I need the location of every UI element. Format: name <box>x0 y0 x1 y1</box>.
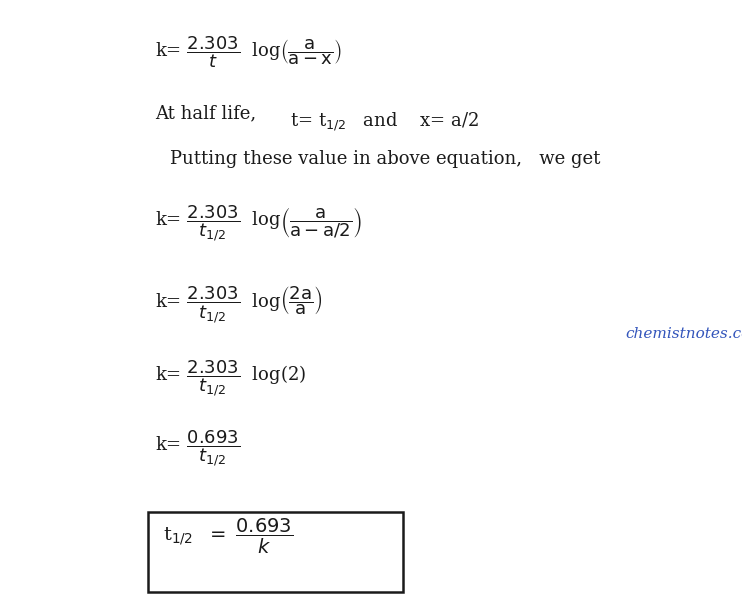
Text: k= $\dfrac{0.693}{t_{1/2}}$: k= $\dfrac{0.693}{t_{1/2}}$ <box>155 429 240 469</box>
Text: t$_{1/2}$  $=$ $\dfrac{0.693}{k}$: t$_{1/2}$ $=$ $\dfrac{0.693}{k}$ <box>163 517 293 556</box>
Bar <box>148 512 403 592</box>
Text: At half life,: At half life, <box>155 104 256 122</box>
Text: chemistnotes.com: chemistnotes.com <box>625 327 742 341</box>
Text: Putting these value in above equation,   we get: Putting these value in above equation, w… <box>170 150 600 168</box>
Text: k= $\dfrac{2.303}{t_{1/2}}$  log$\left(\dfrac{\mathrm{2a}}{\mathrm{a}}\right)$: k= $\dfrac{2.303}{t_{1/2}}$ log$\left(\d… <box>155 284 323 324</box>
Text: k= $\dfrac{2.303}{t_{1/2}}$  log$\left(\dfrac{\mathrm{a}}{\mathrm{a-a/2}}\right): k= $\dfrac{2.303}{t_{1/2}}$ log$\left(\d… <box>155 204 362 244</box>
Text: k= $\dfrac{2.303}{t_{1/2}}$  log(2): k= $\dfrac{2.303}{t_{1/2}}$ log(2) <box>155 359 306 399</box>
Text: k= $\dfrac{2.303}{t}$  log$\left(\dfrac{\mathrm{a}}{\mathrm{a-x}}\right)$: k= $\dfrac{2.303}{t}$ log$\left(\dfrac{\… <box>155 34 342 69</box>
Text: t= t$_{1/2}$   and    x= a/2: t= t$_{1/2}$ and x= a/2 <box>290 110 479 133</box>
